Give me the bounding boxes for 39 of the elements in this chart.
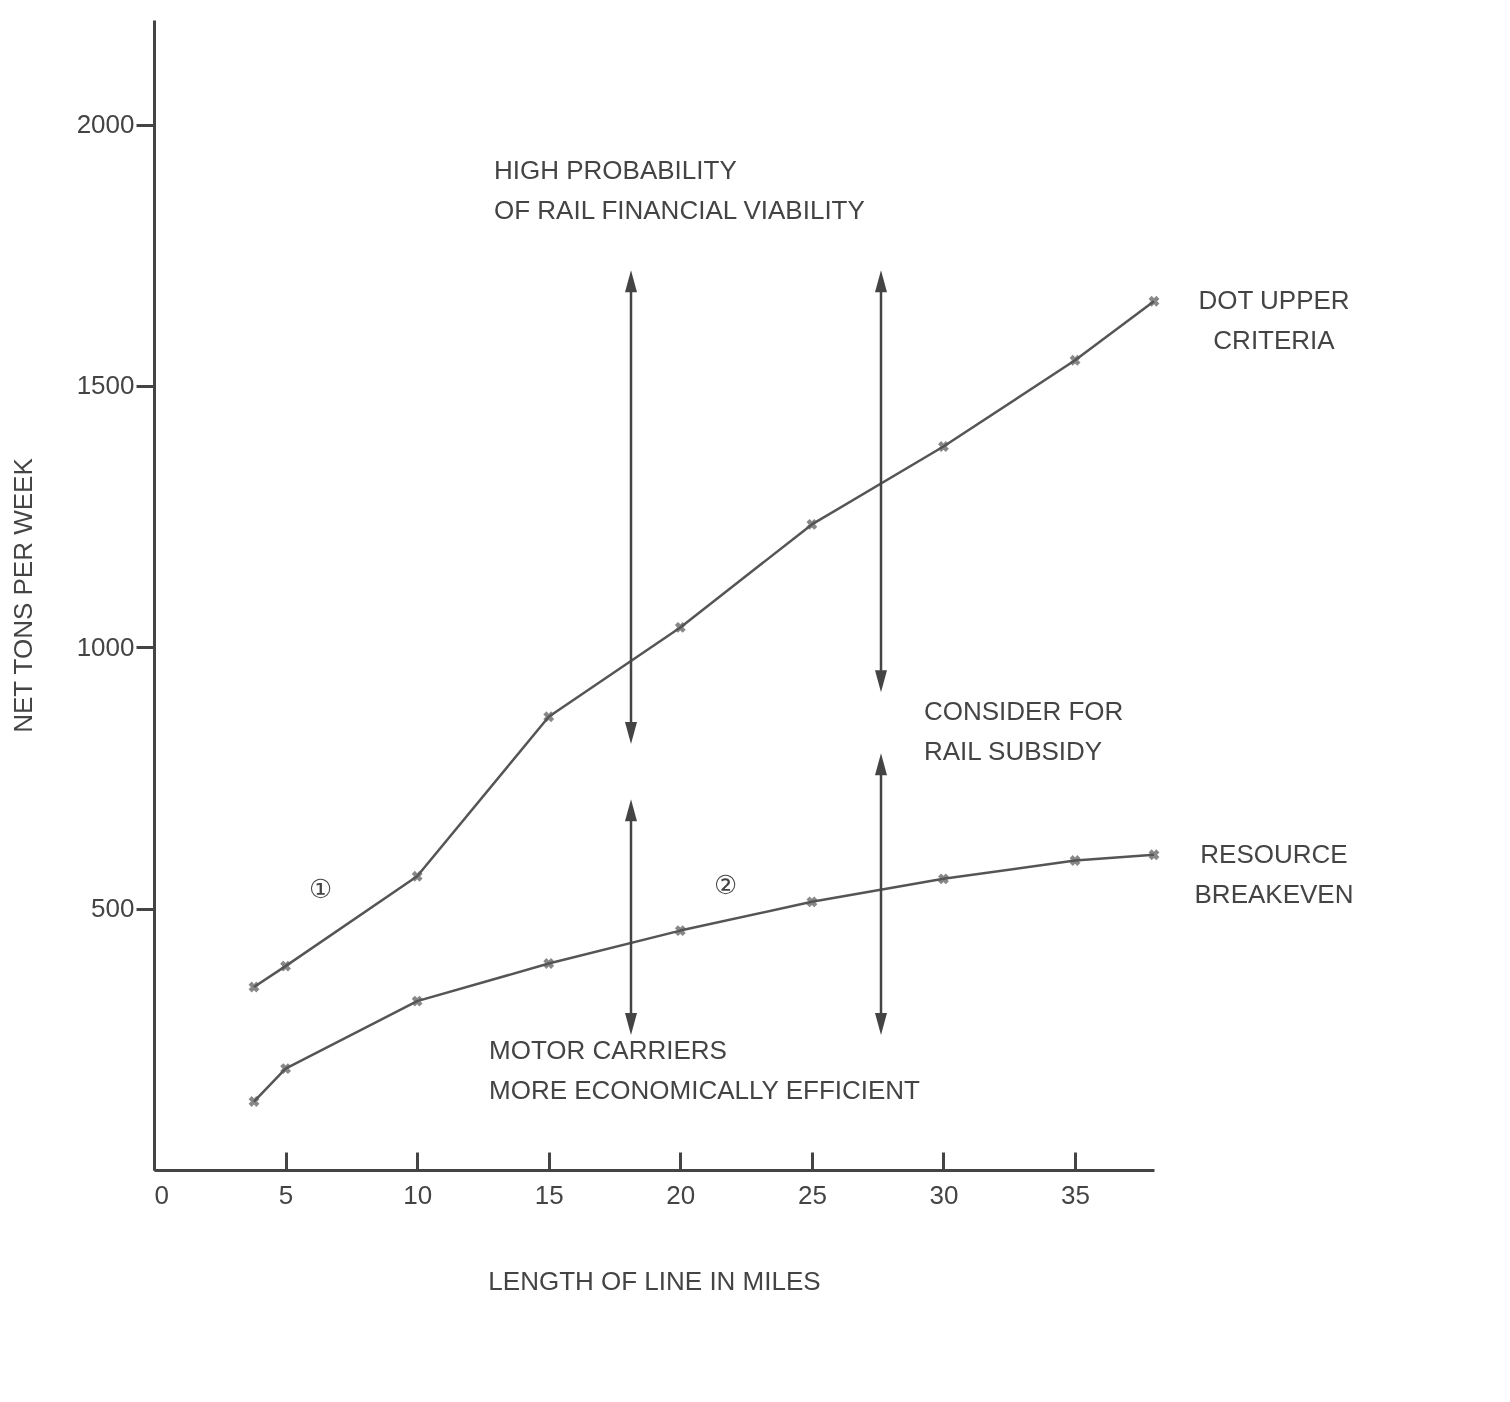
point (248, 981, 260, 993)
annotation: HIGH PROBABILITY OF RAIL FINANCIAL VIABILITY (494, 155, 865, 225)
point (1148, 849, 1160, 861)
x-tick-label: 20 (666, 1179, 696, 1210)
x-tick-label: 10 (403, 1179, 433, 1210)
point (1069, 354, 1081, 366)
point (806, 896, 818, 908)
point (938, 441, 949, 452)
point (248, 1096, 260, 1107)
point (280, 1063, 291, 1075)
annotation: ② (714, 870, 738, 901)
x-tick-label: 15 (534, 1179, 564, 1210)
annotation: MOTOR CARRIERS MORE ECONOMICALLY EFFICIENT (489, 1034, 921, 1105)
point (1069, 855, 1081, 866)
x-tick-label: 35 (1061, 1179, 1091, 1210)
point (280, 960, 291, 972)
y-tick-label: 500 (91, 893, 135, 924)
x-tick-label: 5 (278, 1179, 294, 1210)
point (806, 519, 818, 530)
x-axis-title: LENGTH OF LINE IN MILES (488, 1265, 821, 1296)
y-tick-label: 1500 (76, 370, 135, 401)
point (543, 711, 555, 723)
point (411, 870, 423, 882)
annotation: ① (309, 873, 333, 904)
point (411, 995, 423, 1007)
x-tick-label: 0 (154, 1179, 169, 1210)
y-tick-label: 2000 (76, 109, 135, 140)
series-label: RESOURCE BREAKEVEN (1194, 838, 1354, 909)
annotation: CONSIDER FOR RAIL SUBSIDY (924, 695, 1124, 766)
point (938, 873, 949, 885)
point (674, 621, 686, 633)
point (543, 958, 555, 969)
point (1148, 295, 1160, 307)
y-tick-label: 1000 (76, 631, 135, 662)
point (674, 925, 686, 937)
y-axis-title: NET TONS PER WEEK (7, 457, 38, 733)
x-tick-label: 30 (929, 1179, 959, 1210)
series-label: DOT UPPER CRITERIA (1198, 285, 1350, 356)
x-tick-label: 25 (797, 1179, 827, 1210)
